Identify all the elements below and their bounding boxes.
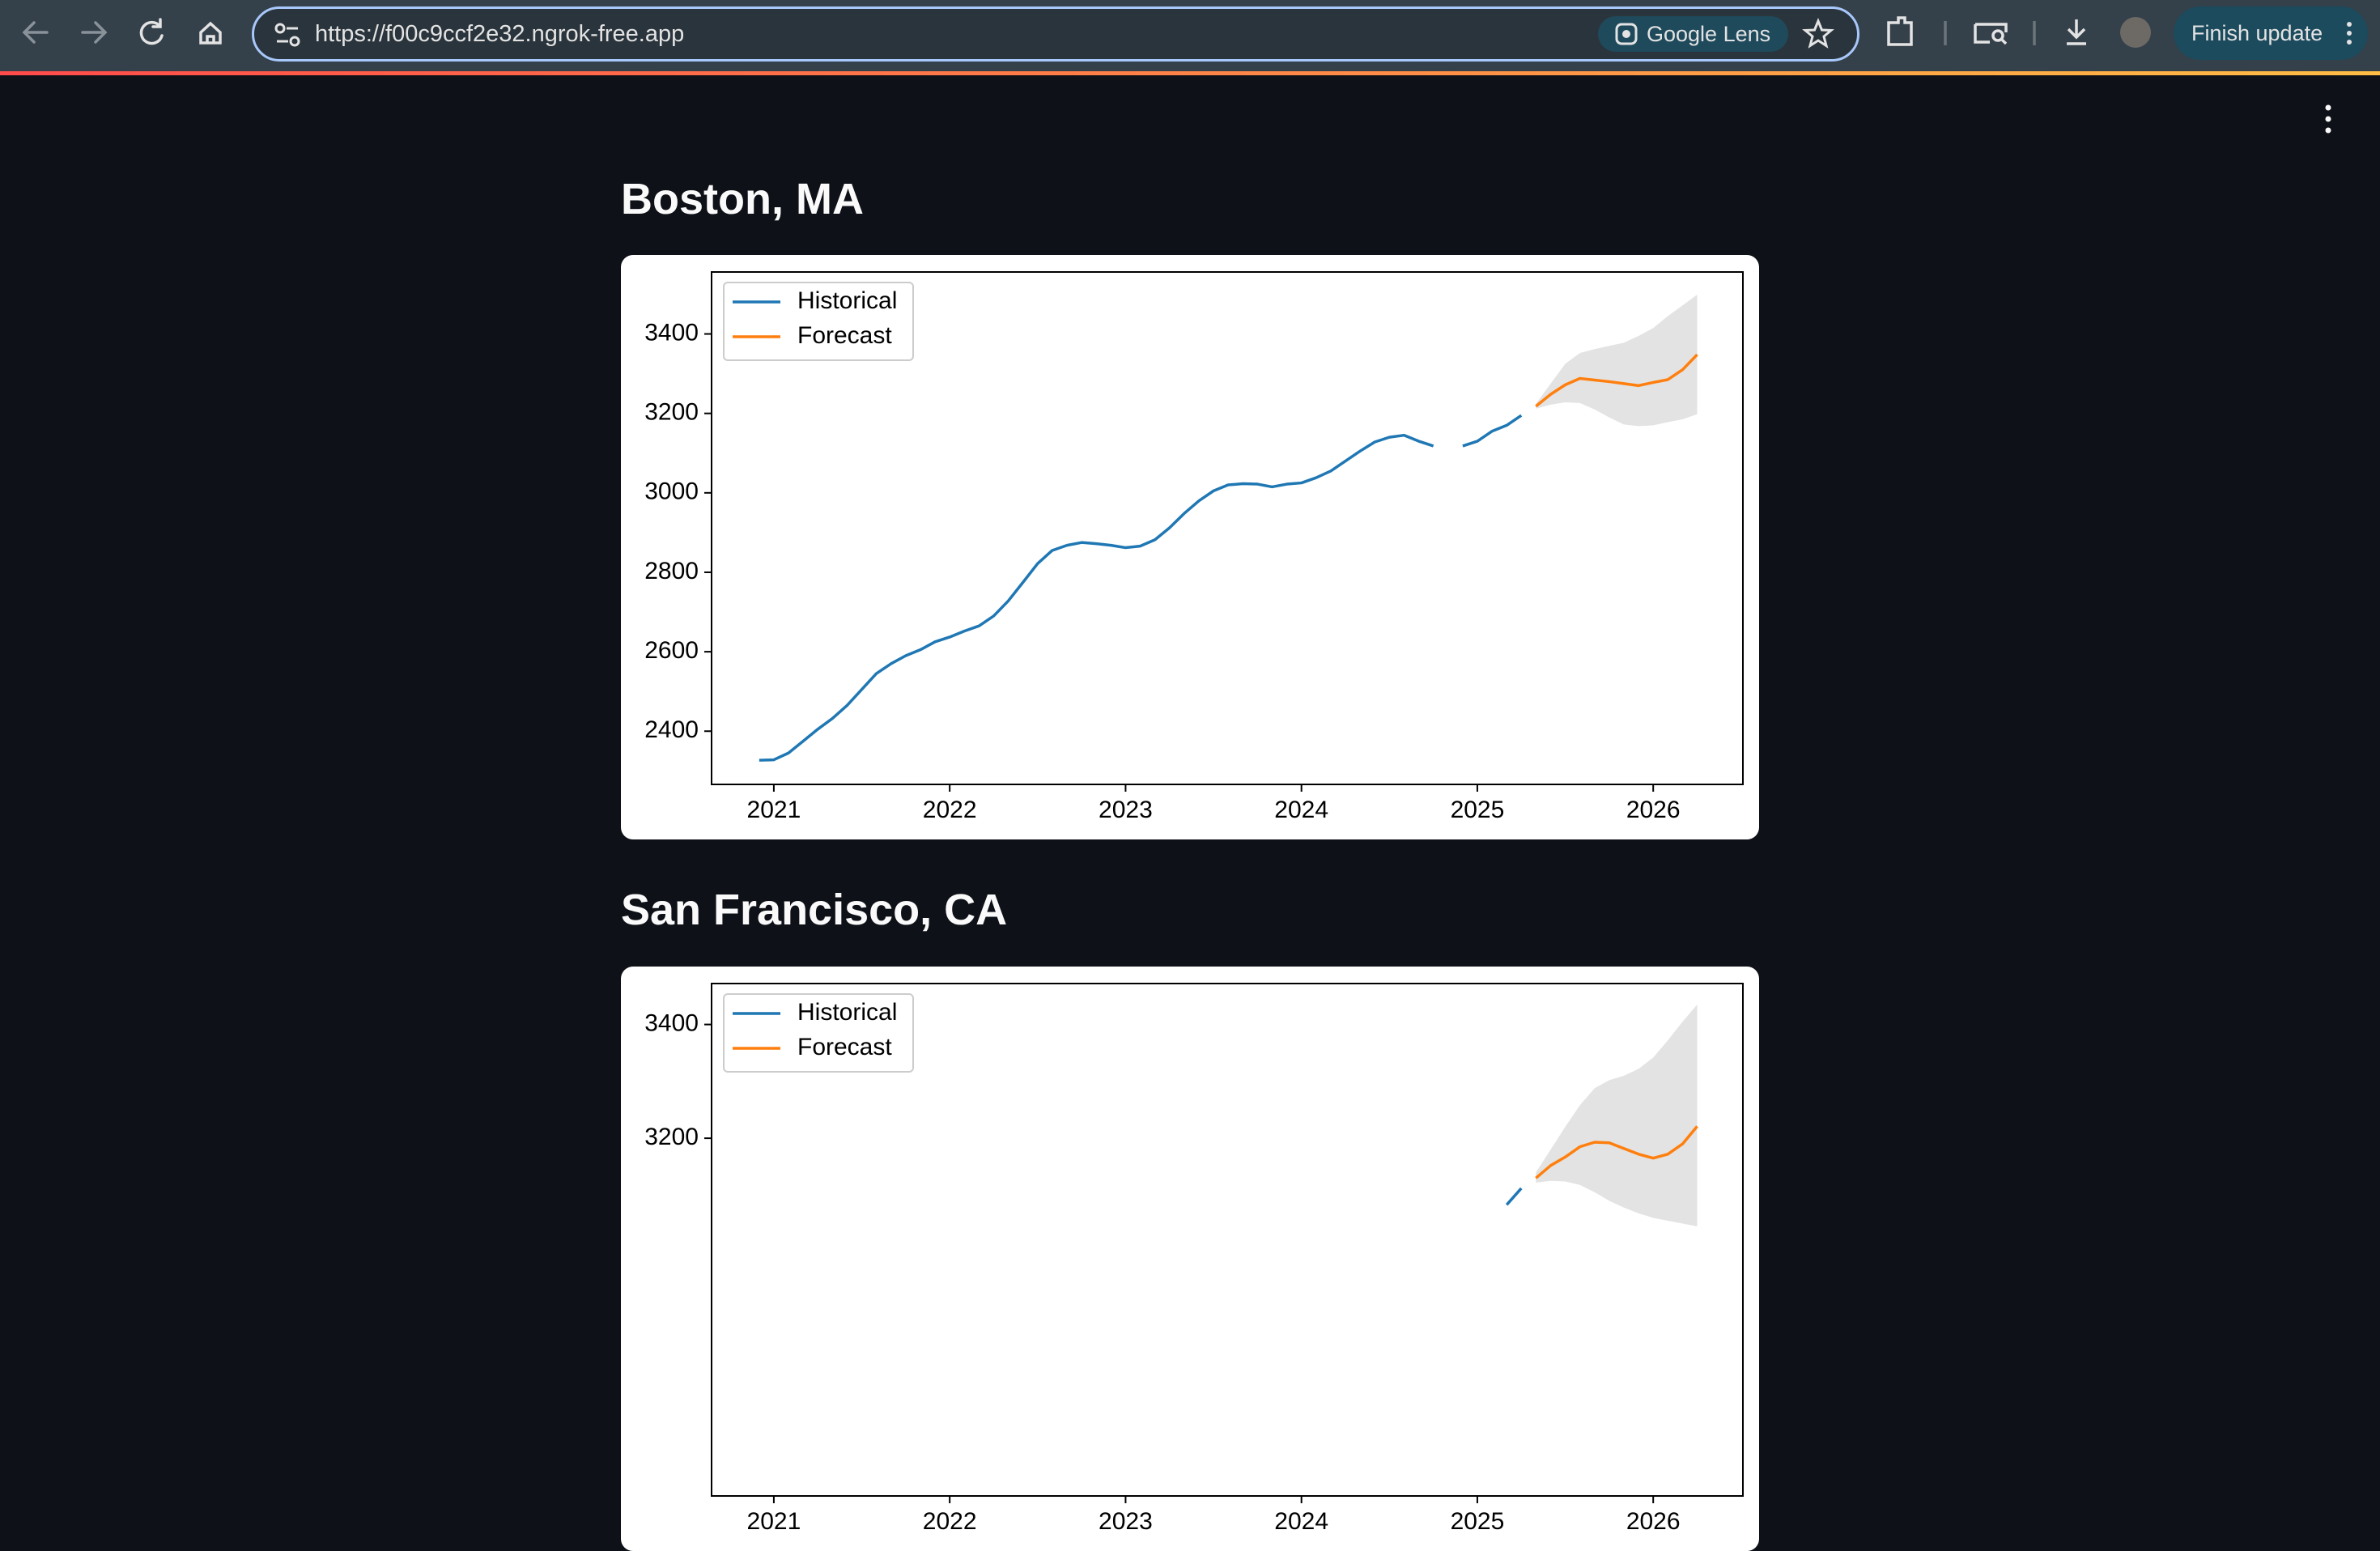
y-tick-label: 2800 [644, 558, 699, 584]
x-tick-label: 2023 [1099, 1508, 1153, 1535]
x-tick-label: 2025 [1451, 797, 1505, 823]
google-lens-chip[interactable]: Google Lens [1598, 16, 1789, 52]
y-tick-label: 3400 [644, 319, 699, 346]
url[interactable]: https://f00c9ccf2e32.ngrok-free.app [315, 21, 685, 47]
plot-frame [711, 271, 1744, 785]
downloads-button[interactable] [2067, 19, 2086, 45]
legend-label: Forecast [797, 1034, 892, 1060]
x-tick-label: 2025 [1451, 1508, 1505, 1535]
plot-area [1505, 1004, 1698, 1226]
reload-button[interactable] [139, 18, 164, 45]
card [621, 255, 1759, 839]
series-line [1505, 1187, 1523, 1206]
plot-area [759, 294, 1698, 762]
x-tick-label: 2024 [1274, 1508, 1328, 1535]
lens-label: Google Lens [1647, 22, 1771, 46]
finish-update-button[interactable]: Finish update [2174, 6, 2368, 60]
update-menu-icon [2347, 22, 2352, 45]
x-tick-label: 2024 [1274, 797, 1328, 823]
legend-label: Historical [797, 287, 897, 314]
series-line [759, 414, 1523, 762]
browser-toolbar: https://f00c9ccf2e32.ngrok-free.app Goog… [0, 0, 2380, 71]
x-tick-label: 2022 [923, 1508, 977, 1535]
y-tick-label: 3200 [644, 399, 699, 426]
nav-icons [22, 18, 222, 45]
profile-avatar[interactable] [2120, 17, 2151, 48]
x-tick-label: 2021 [747, 1508, 801, 1535]
x-tick-label: 2026 [1626, 1508, 1681, 1535]
app-menu[interactable] [2323, 104, 2333, 134]
back-button[interactable] [22, 21, 49, 44]
legend-label: Forecast [797, 322, 892, 349]
series-line [1535, 353, 1698, 408]
extensions-button[interactable] [1887, 16, 1913, 46]
x-tick-label: 2026 [1626, 797, 1681, 823]
y-tick-label: 3400 [644, 1010, 699, 1037]
y-tick-label: 3200 [644, 1124, 699, 1150]
y-tick-label: 2400 [644, 716, 699, 743]
tab-search[interactable] [1974, 23, 2008, 45]
forward-button[interactable] [81, 21, 108, 44]
toolbar-icons [1887, 16, 2151, 48]
site-info-icon[interactable] [272, 9, 304, 59]
section-title: San Francisco, CA [621, 886, 1008, 934]
bookmark-star[interactable] [1802, 18, 1834, 50]
confidence-band [1536, 1004, 1698, 1226]
lens-icon [1615, 23, 1638, 45]
home-button[interactable] [199, 21, 222, 45]
legend-label: Historical [797, 999, 897, 1026]
y-tick-label: 3000 [644, 478, 699, 505]
address-bar[interactable]: https://f00c9ccf2e32.ngrok-free.app Goog… [252, 6, 1859, 62]
chart: 2021 2022 2023 2024 2025 2026 3200 3400 Historic… [621, 967, 1759, 1551]
loading-accent [0, 71, 2380, 75]
section-title: Boston, MA [621, 175, 864, 223]
x-tick-label: 2023 [1099, 797, 1153, 823]
x-tick-label: 2022 [923, 797, 977, 823]
confidence-band [1536, 294, 1698, 427]
y-tick-label: 2600 [644, 637, 699, 664]
chart: 2021 2022 2023 2024 2025 2026 2400 2600 2800 3000… [621, 255, 1759, 839]
x-tick-label: 2021 [747, 797, 801, 823]
series-line [1535, 1125, 1698, 1179]
update-label: Finish update [2191, 21, 2323, 45]
